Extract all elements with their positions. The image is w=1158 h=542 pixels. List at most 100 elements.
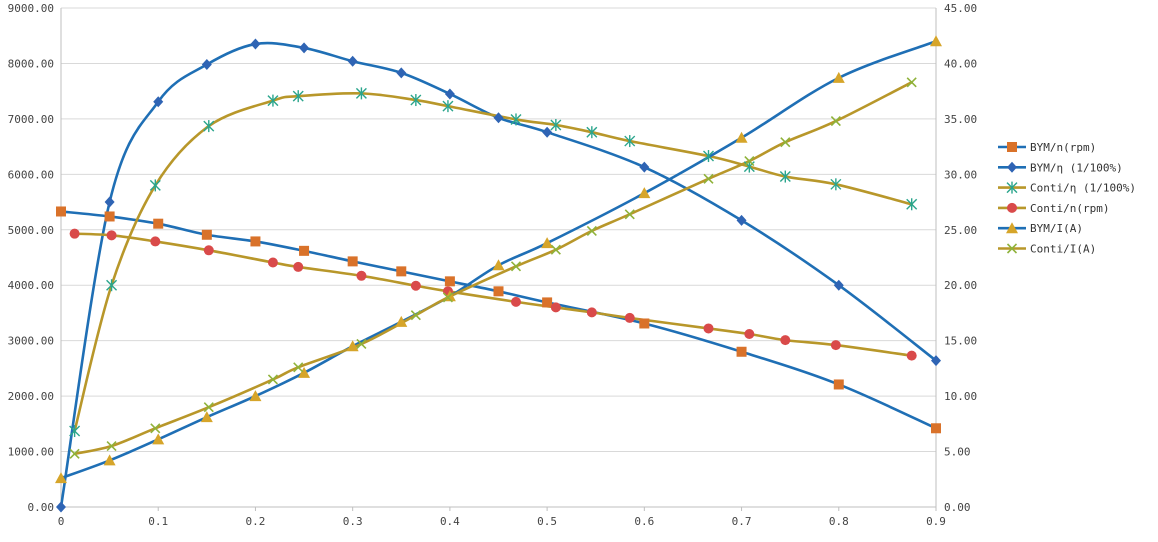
data-point-0 [56, 206, 66, 217]
y-tick-label: 8000.00 [8, 57, 54, 70]
data-point-5 [586, 225, 597, 236]
data-point-4 [346, 340, 359, 352]
data-point-0 [736, 346, 747, 357]
legend-item: BYM/n(rpm) [998, 141, 1096, 154]
data-point-5 [203, 402, 214, 413]
data-point-5 [106, 440, 117, 452]
data-point-1 [250, 38, 261, 50]
data-point-2 [550, 118, 562, 131]
y-tick-label: 1000.00 [8, 446, 54, 459]
data-point-1 [931, 355, 941, 367]
data-point-0 [931, 423, 941, 434]
x-tick-label: 0.3 [343, 515, 363, 528]
y-tick-label: 0.00 [28, 501, 55, 514]
data-point-2 [624, 135, 636, 148]
data-point-1 [736, 214, 747, 226]
x-tick-label: 0 [58, 515, 65, 528]
data-point-4 [298, 366, 311, 378]
data-point-4 [638, 187, 651, 199]
data-point-3 [511, 296, 521, 307]
x-tick-label: 0.2 [246, 515, 266, 528]
data-point-5 [410, 310, 421, 321]
data-point-5 [267, 374, 279, 385]
y2-tick-label: 10.00 [944, 390, 977, 403]
data-point-2 [703, 150, 714, 163]
data-point-1 [299, 42, 310, 54]
y2-tick-label: 35.00 [944, 113, 977, 126]
data-point-3 [586, 307, 597, 318]
series-lines [59, 39, 938, 509]
legend-marker [1006, 243, 1018, 254]
x-tick-label: 0.8 [829, 515, 849, 528]
data-point-5 [293, 362, 304, 373]
data-point-3 [703, 323, 714, 334]
data-point-5 [906, 77, 917, 88]
data-point-1 [104, 196, 115, 208]
series-markers [55, 35, 942, 513]
legend-label: BYM/I(A) [1030, 222, 1083, 235]
data-point-0 [299, 245, 310, 256]
y-tick-label: 4000.00 [8, 279, 54, 292]
data-point-4 [930, 35, 942, 47]
data-point-2 [69, 425, 81, 438]
data-point-5 [150, 423, 161, 434]
y-tick-label: 9000.00 [8, 2, 54, 15]
data-point-4 [200, 411, 213, 423]
data-point-5 [442, 292, 454, 303]
data-point-3 [624, 312, 635, 323]
data-point-5 [830, 116, 841, 127]
grid-lines [61, 7, 936, 453]
legend: BYM/n(rpm) BYM/η (1/100%) Conti/η (1/100%)… [998, 141, 1136, 256]
data-point-2 [267, 94, 279, 107]
data-point-3 [550, 302, 561, 313]
legend-label: Conti/I(A) [1030, 243, 1096, 256]
data-point-4 [249, 390, 262, 402]
data-point-1 [396, 67, 407, 79]
data-point-1 [444, 88, 455, 100]
data-point-0 [153, 218, 164, 229]
data-point-2 [355, 87, 367, 100]
x-tick-label: 0.5 [537, 515, 557, 528]
data-point-2 [292, 90, 304, 103]
data-point-5 [356, 338, 367, 350]
legend-item: BYM/I(A) [998, 222, 1083, 235]
y2-tick-label: 25.00 [944, 224, 977, 237]
data-point-0 [104, 211, 115, 222]
data-point-0 [444, 276, 455, 287]
data-point-5 [780, 137, 791, 148]
data-point-2 [203, 120, 215, 133]
data-point-4 [55, 472, 67, 484]
data-point-2 [410, 94, 422, 107]
data-point-0 [833, 379, 844, 390]
legend-marker [1007, 142, 1017, 152]
data-point-3 [906, 350, 917, 361]
data-point-4 [832, 71, 845, 83]
data-point-1 [56, 501, 66, 513]
data-point-0 [493, 286, 504, 297]
legend-item: Conti/n(rpm) [998, 202, 1109, 215]
x-tick-label: 0.4 [440, 515, 460, 528]
y2-tick-label: 15.00 [944, 335, 977, 348]
data-point-2 [442, 100, 454, 113]
y2-tick-label: 30.00 [944, 168, 977, 181]
data-point-0 [396, 266, 407, 277]
data-point-2 [586, 126, 598, 139]
y2-tick-label: 45.00 [944, 2, 977, 15]
data-point-3 [267, 257, 278, 268]
data-point-3 [150, 236, 161, 247]
data-point-3 [744, 329, 755, 340]
data-point-1 [347, 55, 358, 67]
data-point-4 [541, 237, 554, 249]
x-tick-label: 0.6 [634, 515, 654, 528]
legend-item: BYM/η (1/100%) [998, 161, 1123, 174]
data-point-5 [550, 244, 561, 255]
data-point-1 [833, 279, 844, 291]
data-point-5 [744, 155, 755, 167]
data-point-4 [735, 131, 748, 143]
data-point-3 [356, 270, 367, 281]
y-tick-label: 5000.00 [8, 224, 54, 237]
data-point-4 [395, 315, 408, 327]
y2-tick-label: 40.00 [944, 57, 977, 70]
